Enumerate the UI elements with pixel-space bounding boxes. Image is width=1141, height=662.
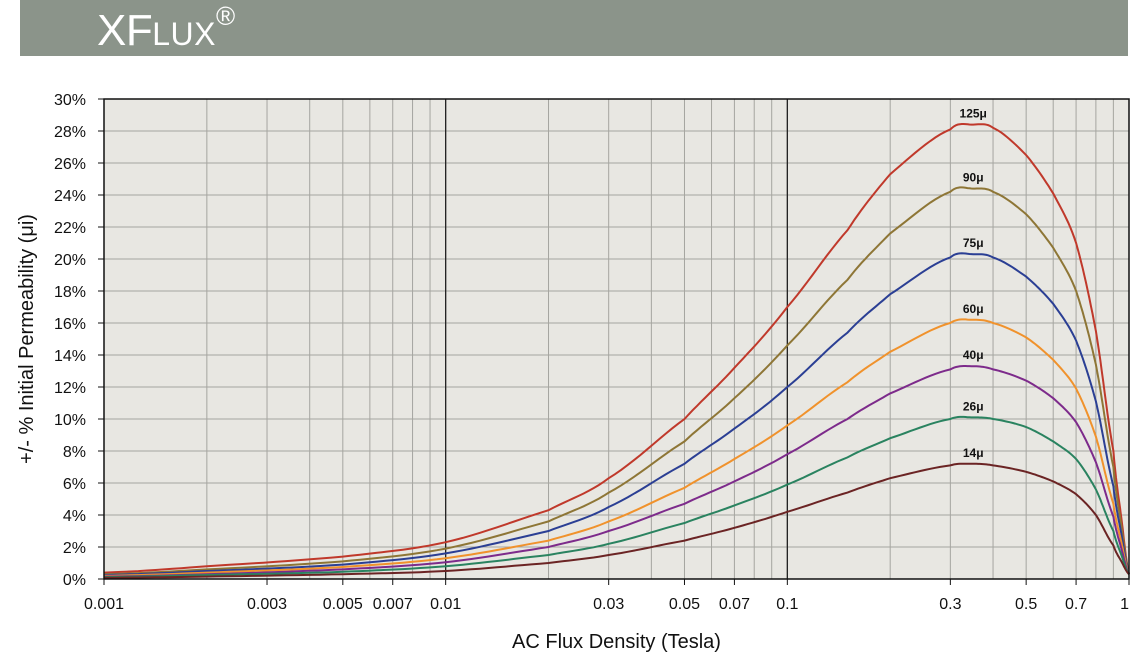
y-tick-label: 6% [63,476,86,493]
x-axis-ticks: 0.001 0.003 0.005 0.007 0.01 0.03 0.05 0.07 0.1 0… [84,579,1130,613]
y-axis-title: +/- % Initial Permeability (μi) [16,214,38,464]
x-tick-label: 0.03 [593,596,624,613]
header-banner [20,0,1128,56]
x-tick-label: 0.001 [84,596,124,613]
y-tick-label: 30% [54,92,86,109]
y-tick-label: 2% [63,540,86,557]
x-tick-label: 0.01 [430,596,461,613]
series-label: 90μ [963,171,984,185]
brand-logo: XFLUX® [97,3,235,60]
x-tick-label: 0.5 [1015,596,1037,613]
x-tick-label: 0.007 [373,596,413,613]
plot-background [104,99,1129,579]
y-tick-label: 22% [54,220,86,237]
y-tick-label: 14% [54,348,86,365]
registered-mark: ® [215,1,235,32]
y-tick-label: 8% [63,444,86,461]
major-grid [445,99,788,579]
series-line [104,462,1130,579]
series-group [103,123,1130,579]
series-label: 14μ [963,446,984,460]
y-tick-label: 0% [63,572,86,589]
y-tick-label: 24% [54,188,86,205]
series-label: 125μ [960,107,987,121]
series-line [103,186,1130,576]
x-tick-label: 0.003 [247,596,287,613]
y-tick-label: 12% [54,380,86,397]
x-tick-label: 0.005 [323,596,363,613]
series-label: 75μ [963,236,984,250]
series-label: 60μ [963,302,984,316]
series-line [103,365,1130,578]
y-tick-label: 4% [63,508,86,525]
series-label: 26μ [963,399,984,413]
series-labels: 125μ 90μ 75μ 60μ 40μ 26μ 14μ [960,107,987,460]
plot-frame [103,98,1130,580]
y-tick-label: 20% [54,252,86,269]
series-line [103,123,1130,575]
x-tick-label: 0.07 [719,596,750,613]
y-tick-label: 26% [54,156,86,173]
series-line [103,252,1130,576]
series-label: 40μ [963,348,984,362]
x-tick-label: 0.7 [1065,596,1087,613]
series-line [103,415,1130,579]
y-tick-label: 28% [54,124,86,141]
x-tick-label: 0.3 [939,596,961,613]
x-tick-label: 0.1 [776,596,798,613]
y-tick-label: 16% [54,316,86,333]
y-axis-ticks: 0% 2% 4% 6% 8% 10% 12% 14% 16% 18% 20% 22% 24% 26% 28%… [54,92,104,589]
series-line [103,318,1130,577]
brand-suffix: LUX [152,16,216,52]
x-tick-label: 0.05 [669,596,700,613]
y-tick-label: 10% [54,412,86,429]
y-tick-label: 18% [54,284,86,301]
x-axis-title: AC Flux Density (Tesla) [512,631,721,653]
brand-prefix: XF [97,6,153,55]
x-tick-label: 1 [1120,596,1129,613]
